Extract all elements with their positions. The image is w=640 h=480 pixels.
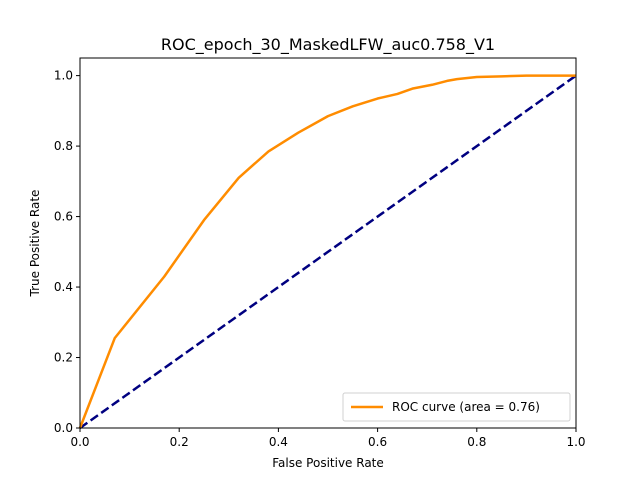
y-tick-label: 0.6 <box>54 210 73 224</box>
x-tick-label: 0.6 <box>368 435 387 449</box>
y-tick-label: 0.8 <box>54 139 73 153</box>
series-layer <box>78 74 577 430</box>
x-tick-label: 0.4 <box>269 435 288 449</box>
legend-entry-roc-curve: ROC curve (area = 0.76) <box>392 400 540 414</box>
x-tick-label: 0.8 <box>467 435 486 449</box>
chart-title: ROC_epoch_30_MaskedLFW_auc0.758_V1 <box>161 35 495 55</box>
plot-area <box>80 58 576 428</box>
x-axis-label: False Positive Rate <box>272 456 384 470</box>
y-axis-label: True Positive Rate <box>28 190 42 298</box>
legend: ROC curve (area = 0.76) <box>342 392 571 422</box>
roc-curve-line <box>78 74 576 429</box>
x-tick-label: 1.0 <box>566 435 585 449</box>
y-tick-label: 1.0 <box>54 69 73 83</box>
y-tick-label: 0.4 <box>54 280 73 294</box>
chance-diagonal-line <box>79 74 577 430</box>
legend-box <box>342 392 571 422</box>
x-tick-label: 0.0 <box>70 435 89 449</box>
plot-frame <box>79 57 577 429</box>
y-axis: 0.0 0.2 0.4 0.6 0.8 1.0 <box>54 69 80 435</box>
x-tick-label: 0.2 <box>170 435 189 449</box>
y-tick-label: 0.0 <box>54 421 73 435</box>
y-tick-label: 0.2 <box>54 351 73 365</box>
x-axis: 0.0 0.2 0.4 0.6 0.8 1.0 <box>70 428 586 449</box>
